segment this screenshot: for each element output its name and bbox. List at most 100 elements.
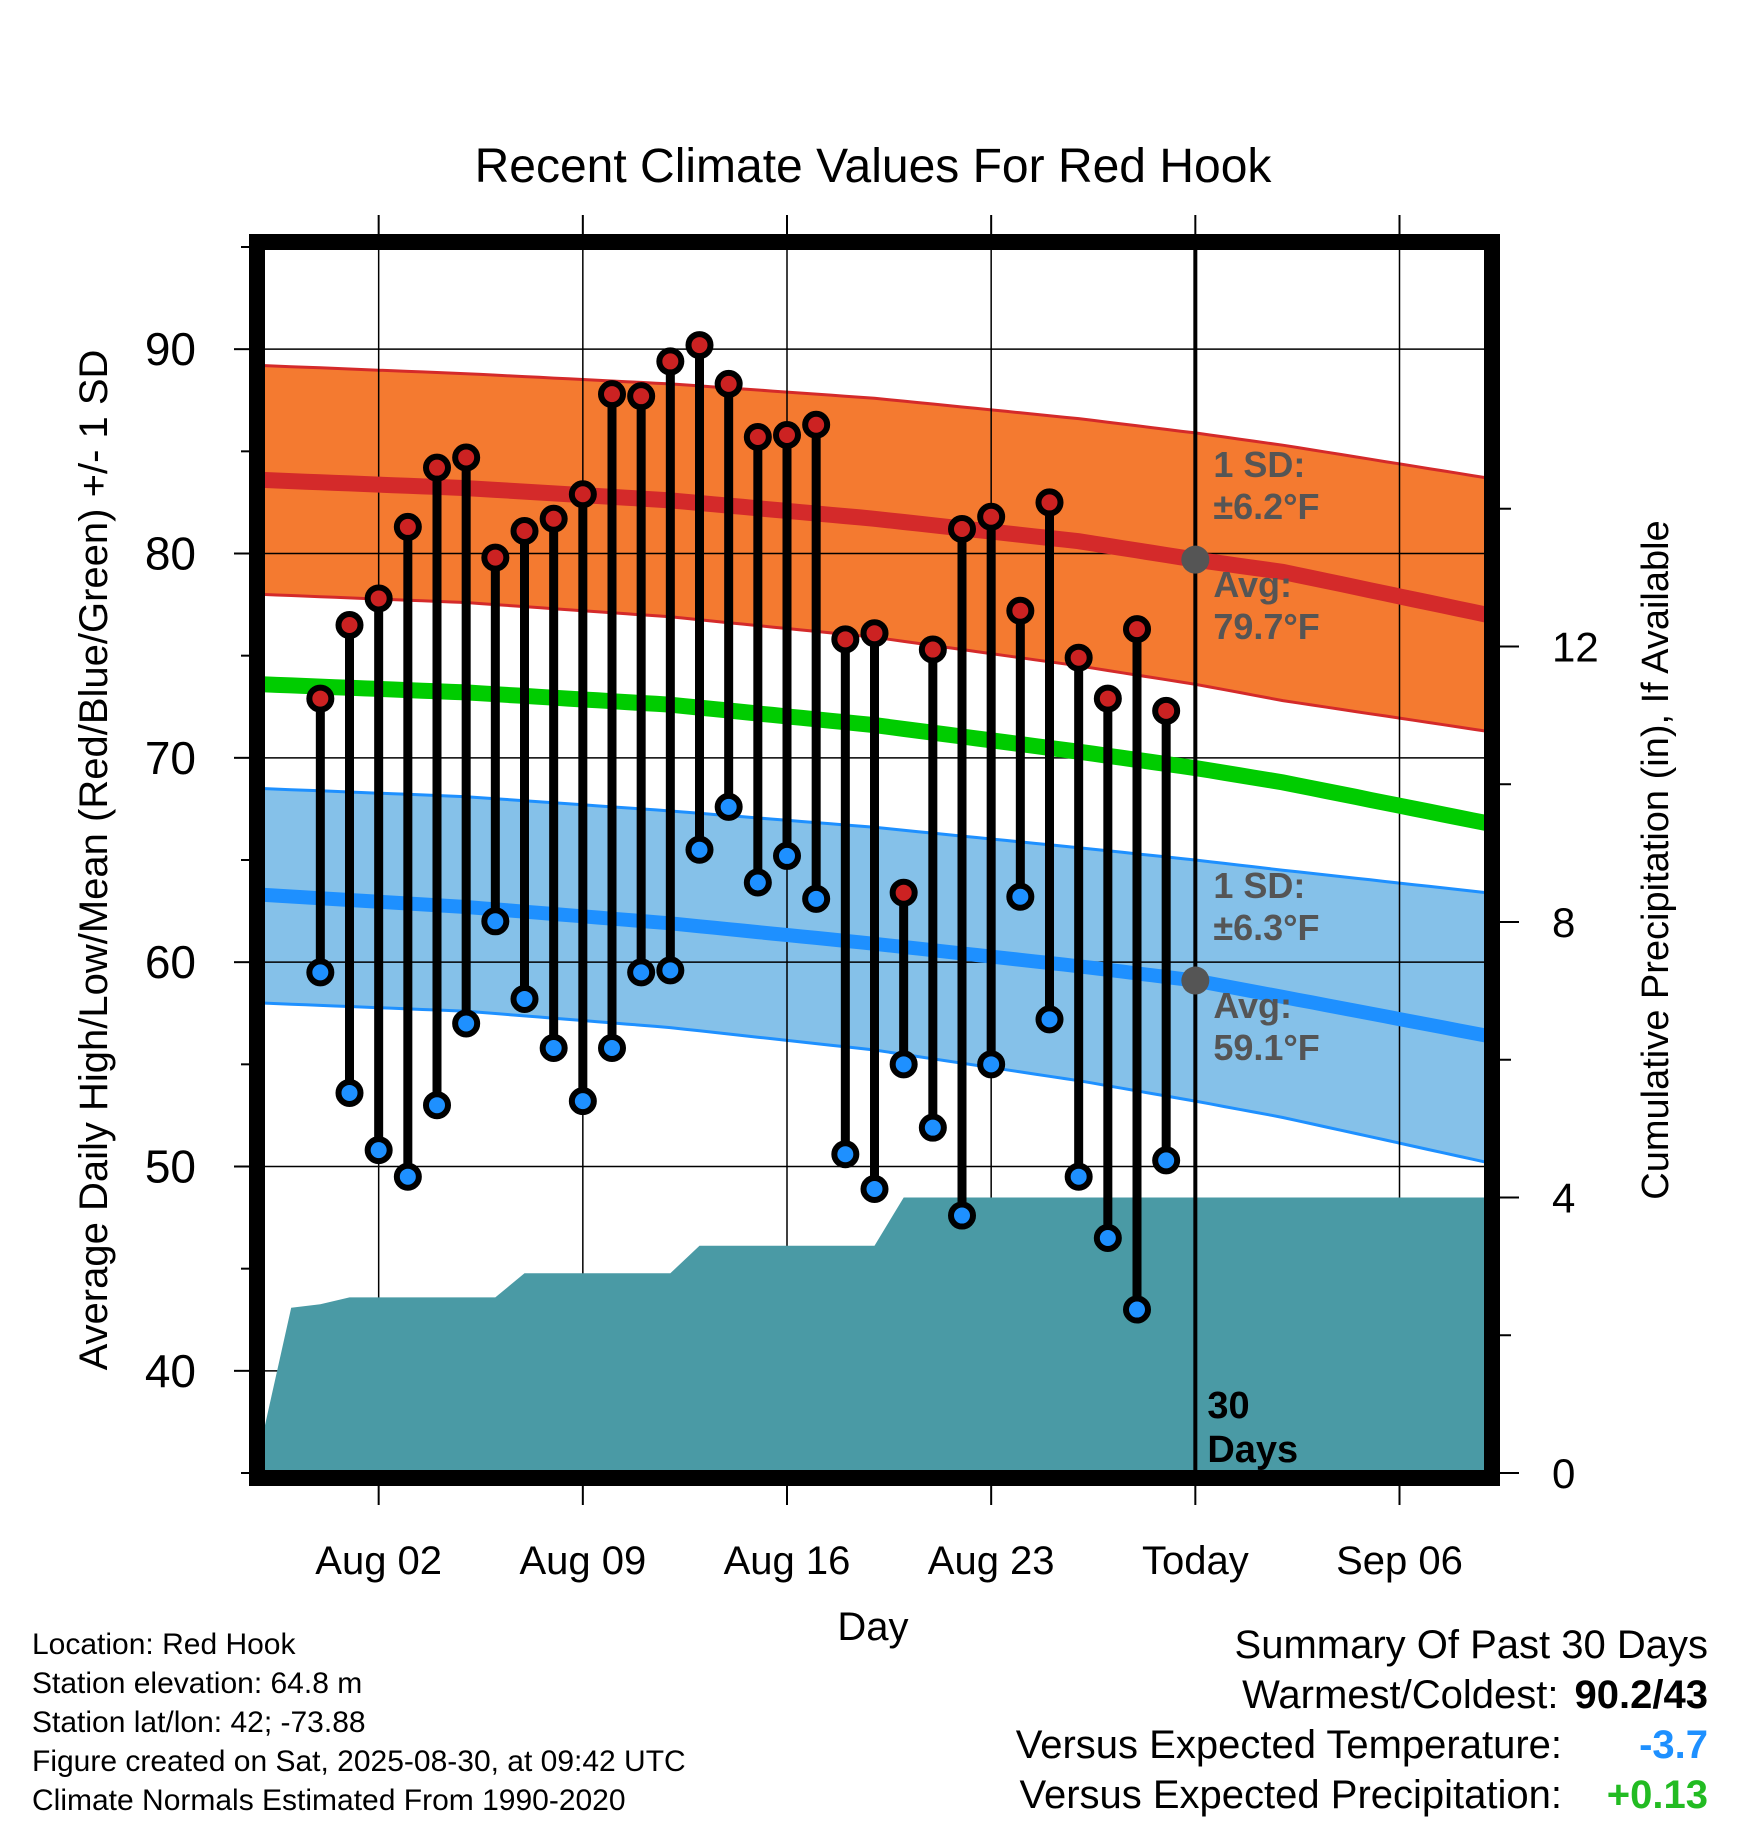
x-axis-label: Day: [837, 1605, 908, 1649]
x-tick-label: Aug 02: [315, 1539, 442, 1583]
day-bar: [977, 502, 1006, 1079]
day-bar: [335, 611, 364, 1107]
created-text: Figure created on Sat, 2025-08-30, at 09…: [32, 1745, 686, 1778]
high-avg-value: 79.7°F: [1213, 606, 1319, 647]
y-tick-label-right: 12: [1552, 623, 1599, 670]
low-point: [889, 1050, 918, 1079]
y-tick-label-left: 80: [145, 528, 196, 580]
day-bar: [364, 584, 393, 1165]
day-bar: [481, 543, 510, 936]
high-point: [889, 878, 918, 907]
high-point: [773, 420, 801, 449]
low-point: [714, 792, 743, 821]
high-point: [335, 611, 364, 640]
day-bar: [452, 443, 481, 1038]
day-bar: [1093, 684, 1122, 1253]
precip-area: [262, 1197, 1487, 1473]
day-bar: [393, 512, 422, 1191]
day-bar: [948, 514, 976, 1230]
low-sd-label: 1 SD:: [1213, 865, 1305, 906]
day-bar: [598, 380, 626, 1062]
day-bar: [1006, 596, 1035, 911]
high-point: [1035, 488, 1064, 517]
high-point: [1152, 696, 1181, 725]
station-info: Location: Red Hook Station elevation: 64…: [32, 1625, 686, 1820]
day-bar: [773, 420, 801, 870]
low-point: [773, 841, 801, 870]
high-avg-marker: [1181, 545, 1210, 574]
low-point: [481, 907, 510, 936]
high-point: [364, 584, 393, 613]
day-bar: [539, 504, 568, 1062]
summary-temp-row: Versus Expected Temperature: -3.7: [1016, 1720, 1708, 1770]
high-sd-value: ±6.2°F: [1213, 486, 1319, 527]
summary-title: Summary Of Past 30 Days: [1234, 1623, 1708, 1667]
low-point: [656, 956, 685, 985]
low-point: [743, 868, 772, 897]
low-point: [1093, 1224, 1122, 1253]
low-avg-value: 59.1°F: [1213, 1027, 1319, 1068]
high-point: [918, 635, 947, 664]
elevation-text: Station elevation: 64.8 m: [32, 1667, 363, 1700]
low-point: [568, 1087, 597, 1116]
high-sd-upper-line: [262, 364, 1487, 480]
day-bar: [510, 517, 539, 1013]
high-sd-band: [262, 365, 1487, 732]
precip-label: Versus Expected Precipitation:: [1019, 1773, 1562, 1817]
y-axis-label-right: Cumulative Precipitation (in), If Availa…: [1635, 520, 1677, 1199]
chart-title: Recent Climate Values For Red Hook: [475, 140, 1273, 193]
plot-frame: [249, 234, 1500, 1486]
high-point: [860, 619, 889, 648]
summary-precip-row: Versus Expected Precipitation: +0.13: [1016, 1770, 1708, 1820]
day-bar: [889, 878, 918, 1079]
high-point: [452, 443, 481, 472]
x-tick-label: Today: [1142, 1539, 1249, 1583]
high-avg-label: Avg:: [1213, 564, 1292, 605]
low-point: [860, 1174, 889, 1203]
high-sd-label: 1 SD:: [1213, 444, 1305, 485]
day-bar: [423, 453, 451, 1120]
day-bar: [1123, 615, 1151, 1324]
day-bar: [743, 423, 772, 897]
x-tick-label: Sep 06: [1336, 1539, 1463, 1583]
y-tick-label-left: 50: [145, 1141, 196, 1193]
high-point: [802, 410, 831, 439]
low-point: [306, 958, 335, 987]
high-point: [481, 543, 510, 572]
day-bar: [831, 625, 860, 1169]
low-point: [918, 1113, 947, 1142]
high-point: [627, 382, 656, 411]
x-tick-label: Aug 23: [928, 1539, 1055, 1583]
day-bar: [306, 684, 335, 987]
low-point: [977, 1050, 1006, 1079]
day-bar: [1152, 696, 1181, 1175]
y-tick-label-right: 8: [1552, 899, 1575, 946]
low-point: [335, 1078, 364, 1107]
latlon-text: Station lat/lon: 42; -73.88: [32, 1706, 366, 1739]
high-point: [306, 684, 335, 713]
low-point: [1064, 1162, 1093, 1191]
day-bar: [1064, 643, 1093, 1191]
high-point: [598, 380, 626, 409]
high-point: [714, 369, 743, 398]
low-point: [452, 1009, 481, 1038]
low-point: [539, 1033, 568, 1062]
warmest-label: Warmest/Coldest:: [1242, 1673, 1559, 1717]
day-bar: [568, 480, 597, 1116]
high-point: [1093, 684, 1122, 713]
high-point: [568, 480, 597, 509]
low-point: [510, 984, 539, 1013]
low-point: [1123, 1295, 1151, 1324]
y-tick-label-left: 40: [145, 1345, 196, 1397]
low-sd-value: ±6.3°F: [1213, 907, 1319, 948]
low-point: [1152, 1146, 1181, 1175]
high-point: [510, 517, 539, 546]
day-bar: [627, 382, 656, 987]
summary-warmest-row: Warmest/Coldest: 90.2/43: [1016, 1670, 1708, 1720]
today-label-days: Days: [1207, 1429, 1298, 1471]
high-point: [948, 514, 976, 543]
high-point: [423, 453, 451, 482]
low-avg-label: Avg:: [1213, 985, 1292, 1026]
day-bar: [918, 635, 947, 1142]
